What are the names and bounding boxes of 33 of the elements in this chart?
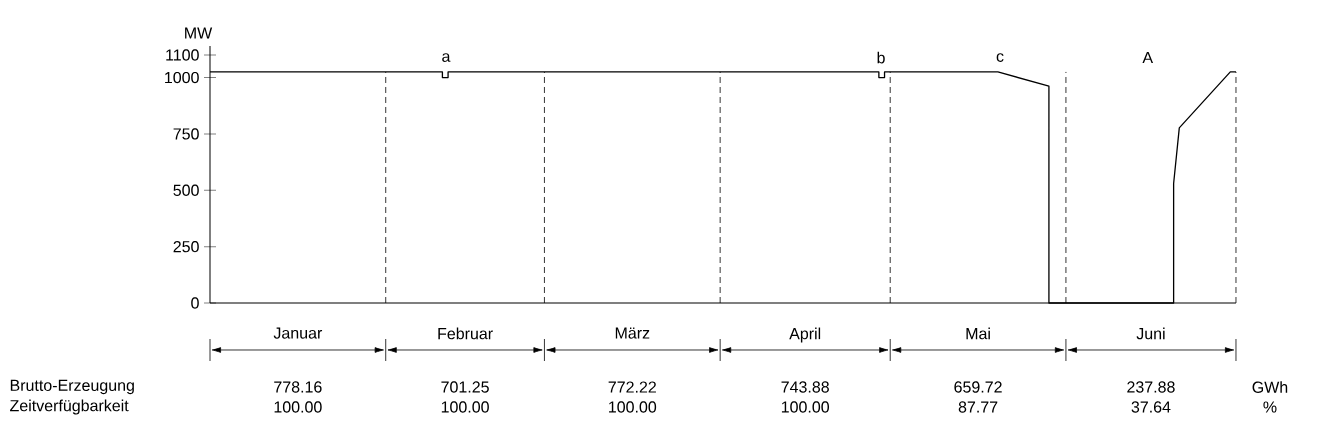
text: 100.00 bbox=[274, 401, 322, 413]
y-axis-title: MW bbox=[185, 27, 213, 39]
text: 778.16 bbox=[274, 381, 322, 393]
annotation: A bbox=[1142, 52, 1154, 64]
y-tick-label: 0 bbox=[191, 297, 199, 309]
annotation: a bbox=[442, 53, 451, 62]
annotation: c bbox=[996, 53, 1004, 62]
x-tick-label: Juni bbox=[1136, 327, 1165, 340]
text: % bbox=[1263, 401, 1277, 413]
y-tick-label: 250 bbox=[173, 240, 199, 253]
text: Brutto-Erzeugung bbox=[10, 379, 134, 395]
y-tick-label: 500 bbox=[173, 184, 199, 196]
x-tick-label: Februar bbox=[438, 327, 493, 340]
text: 772.22 bbox=[608, 381, 656, 393]
text: 100.00 bbox=[609, 401, 657, 413]
text: 743.88 bbox=[781, 381, 829, 393]
y-tick-label: 1100 bbox=[166, 49, 199, 61]
text: 659.72 bbox=[954, 381, 1002, 393]
x-tick-label: Januar bbox=[273, 327, 323, 339]
text: 100.00 bbox=[781, 401, 830, 413]
x-tick-label: März bbox=[615, 327, 650, 339]
text: 37.64 bbox=[1131, 401, 1171, 413]
annotation: b bbox=[877, 51, 885, 64]
text: 87.77 bbox=[958, 401, 998, 413]
text: 100.00 bbox=[441, 401, 489, 413]
text: 237.88 bbox=[1127, 381, 1175, 393]
y-tick-label: 1000 bbox=[165, 71, 199, 84]
text: 701.25 bbox=[441, 381, 489, 393]
y-tick-label: 750 bbox=[173, 128, 199, 140]
x-tick-label: April bbox=[789, 327, 821, 343]
x-tick-label: Mai bbox=[966, 327, 990, 340]
text: GWh bbox=[1252, 381, 1288, 393]
text: Zeitverfügbarkeit bbox=[10, 399, 129, 415]
